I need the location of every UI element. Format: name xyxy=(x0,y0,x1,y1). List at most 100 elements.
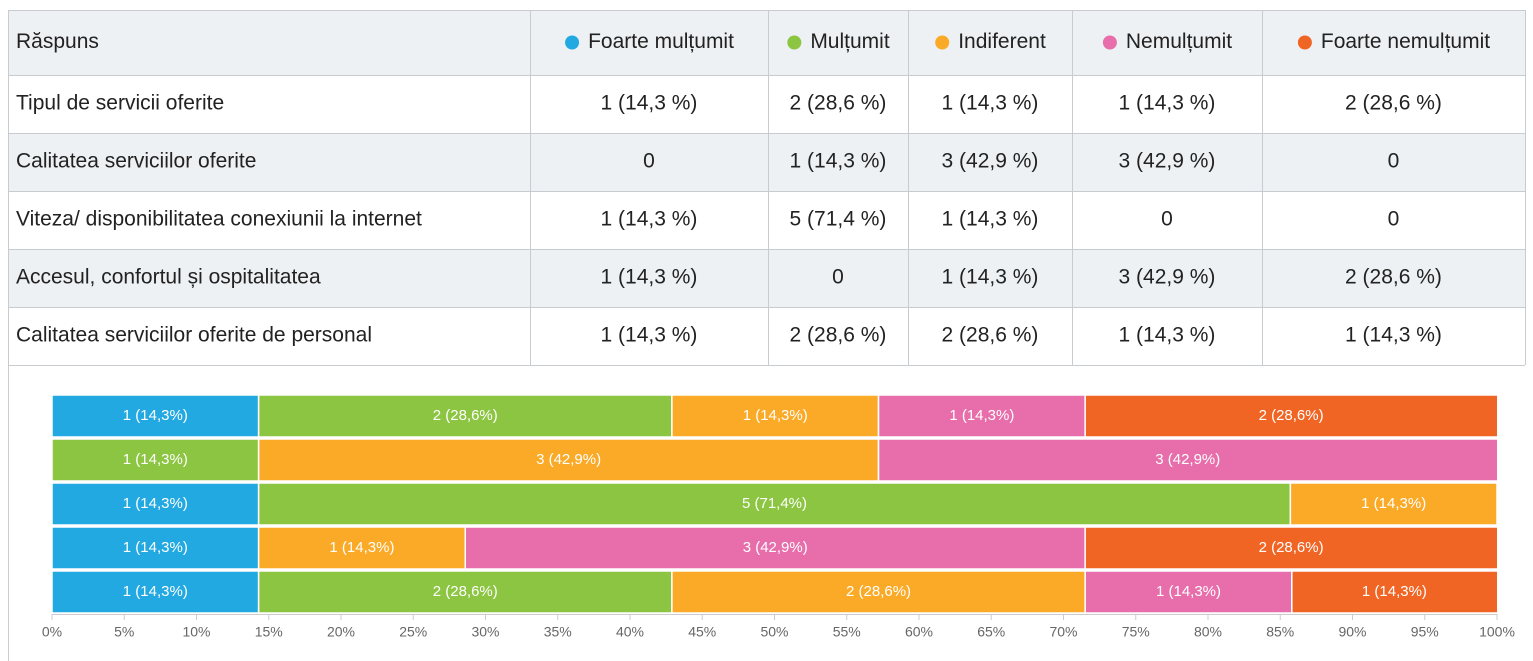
row-label: Viteza/ disponibilitatea conexiunii la i… xyxy=(16,208,422,231)
table-cell: 0 xyxy=(1388,150,1400,173)
legend-label: Indiferent xyxy=(958,30,1046,53)
table-cell: 0 xyxy=(1388,208,1400,231)
x-tick-label: 0% xyxy=(42,624,62,640)
value-label: 2 (28,6%) xyxy=(433,407,498,424)
table-cell: 1 (14,3 %) xyxy=(942,208,1039,231)
legend-label: Mulțumit xyxy=(810,30,890,53)
bar-segment xyxy=(1291,570,1497,614)
table-cell: 1 (14,3 %) xyxy=(1119,92,1216,115)
value-label: 1 (14,3%) xyxy=(743,407,808,424)
value-label: 5 (71,4%) xyxy=(742,495,807,512)
value-label: 1 (14,3%) xyxy=(329,539,394,556)
x-tick-label: 30% xyxy=(471,624,499,640)
value-label: 1 (14,3%) xyxy=(1361,495,1426,512)
bar-segment xyxy=(257,482,1292,526)
bar-segment xyxy=(671,394,880,438)
x-tick-label: 50% xyxy=(760,624,788,640)
value-label: 1 (14,3%) xyxy=(123,539,188,556)
x-tick-label: 95% xyxy=(1411,624,1439,640)
x-tick-label: 90% xyxy=(1338,624,1366,640)
legend-dot xyxy=(1297,35,1312,50)
table-cell: 2 (28,6 %) xyxy=(1345,266,1442,289)
table-cell: 2 (28,6 %) xyxy=(942,324,1039,347)
row-label: Accesul, confortul și ospitalitatea xyxy=(16,266,321,289)
legend-label: Foarte mulțumit xyxy=(588,30,734,53)
bar-segment xyxy=(1084,394,1497,438)
legend-dot xyxy=(935,35,950,50)
bar-segment xyxy=(257,438,880,482)
bar-segment xyxy=(257,526,467,570)
x-tick-label: 35% xyxy=(544,624,572,640)
bars xyxy=(52,394,1497,614)
row-bg xyxy=(8,133,1525,191)
table-cell: 1 (14,3 %) xyxy=(601,92,698,115)
bar-segment xyxy=(1084,526,1497,570)
x-tick-label: 5% xyxy=(114,624,134,640)
table-cell: 1 (14,3 %) xyxy=(601,266,698,289)
bar-segment xyxy=(52,570,260,614)
x-tick-label: 100% xyxy=(1479,624,1515,640)
value-label: 2 (28,6%) xyxy=(1259,407,1324,424)
table-cell: 3 (42,9 %) xyxy=(1119,266,1216,289)
x-tick-label: 25% xyxy=(399,624,427,640)
table-cell: 1 (14,3 %) xyxy=(942,92,1039,115)
bar-segment xyxy=(257,570,673,614)
value-label: 1 (14,3%) xyxy=(123,407,188,424)
x-tick-label: 45% xyxy=(688,624,716,640)
table-cell: 1 (14,3 %) xyxy=(942,266,1039,289)
legend-dot xyxy=(565,35,580,50)
bar-segment xyxy=(877,394,1086,438)
table-cell: 5 (71,4 %) xyxy=(790,208,887,231)
x-tick-label: 10% xyxy=(182,624,210,640)
value-label: 3 (42,9%) xyxy=(536,451,601,468)
x-tick-label: 15% xyxy=(255,624,283,640)
x-tick-label: 85% xyxy=(1266,624,1294,640)
value-label: 2 (28,6%) xyxy=(846,583,911,600)
value-label: 2 (28,6%) xyxy=(1259,539,1324,556)
legend-dot xyxy=(787,35,802,50)
table-cell: 3 (42,9 %) xyxy=(1119,150,1216,173)
x-tick-label: 60% xyxy=(905,624,933,640)
table-cell: 2 (28,6 %) xyxy=(790,324,887,347)
row-label: Calitatea serviciilor oferite xyxy=(16,150,256,173)
row-label: Tipul de servicii oferite xyxy=(16,92,224,115)
x-tick-label: 20% xyxy=(327,624,355,640)
bar-segment xyxy=(1084,570,1293,614)
header-cell: Răspuns xyxy=(16,30,99,53)
row-bg xyxy=(8,249,1525,307)
x-tick-label: 75% xyxy=(1122,624,1150,640)
table: Răspuns Foarte mulțumit Mulțumit Indiferent… xyxy=(8,10,1526,366)
value-label: 2 (28,6%) xyxy=(433,583,498,600)
table-cell: 1 (14,3 %) xyxy=(1119,324,1216,347)
value-label: 1 (14,3%) xyxy=(123,451,188,468)
bar-segment xyxy=(877,438,1497,482)
bar-segment xyxy=(52,438,260,482)
value-label: 3 (42,9%) xyxy=(1155,451,1220,468)
chart: 0% 5% 10% 15% 20% 25% 30% 35% 40% 45% 50% 55% 60% 65%… xyxy=(42,394,1515,640)
value-label: 1 (14,3%) xyxy=(123,495,188,512)
bar-segment xyxy=(671,570,1086,614)
x-tick-label: 80% xyxy=(1194,624,1222,640)
legend-label: Foarte nemulțumit xyxy=(1321,30,1490,53)
value-label: 1 (14,3%) xyxy=(1362,583,1427,600)
table-cell: 0 xyxy=(643,150,655,173)
table-cell: 2 (28,6 %) xyxy=(790,92,887,115)
legend-label: Nemulțumit xyxy=(1126,30,1232,53)
bar-segment xyxy=(1289,482,1497,526)
x-tick-label: 70% xyxy=(1049,624,1077,640)
x-tick-label: 55% xyxy=(833,624,861,640)
row-label: Calitatea serviciilor oferite de persona… xyxy=(16,324,372,347)
value-label: 1 (14,3%) xyxy=(123,583,188,600)
x-tick-label: 40% xyxy=(616,624,644,640)
bar-segment xyxy=(464,526,1086,570)
x-tick-label: 65% xyxy=(977,624,1005,640)
value-label: 1 (14,3%) xyxy=(1156,583,1221,600)
legend-dot xyxy=(1102,35,1117,50)
table-cell: 1 (14,3 %) xyxy=(601,324,698,347)
table-cell: 2 (28,6 %) xyxy=(1345,92,1442,115)
table-cell: 1 (14,3 %) xyxy=(1345,324,1442,347)
bar-segment xyxy=(52,482,260,526)
table-cell: 3 (42,9 %) xyxy=(942,150,1039,173)
table-cell: 0 xyxy=(1161,208,1173,231)
